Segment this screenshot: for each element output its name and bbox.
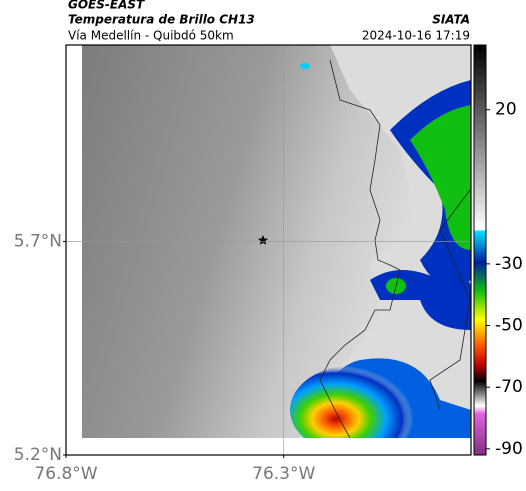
colorbar-tick-label: -50 — [495, 316, 523, 336]
colorbar-tick-label: -90 — [495, 439, 523, 459]
map-frame — [65, 44, 472, 456]
lon-tick-label: 76.8°W — [34, 464, 97, 484]
lon-tick-label: 76.3°W — [252, 464, 315, 484]
datetime: 2024-10-16 17:19 — [362, 29, 470, 43]
colorbar — [473, 44, 487, 456]
colorbar-tick-label: -30 — [495, 254, 523, 274]
satellite-image — [82, 45, 471, 438]
source: GOES-EAST — [68, 0, 145, 12]
region: Vía Medellín - Quibdó 50km — [68, 29, 234, 43]
boundaries — [319, 59, 471, 439]
product: Temperatura de Brillo CH13 — [68, 13, 255, 27]
lat-tick-label: 5.7°N — [14, 231, 62, 251]
location-marker — [257, 235, 269, 245]
colorbar-tick-label: 20 — [495, 100, 517, 120]
colorbar-tick-label: -70 — [495, 377, 523, 397]
lat-tick-label: 5.2°N — [14, 445, 62, 465]
agency: SIATA — [432, 13, 470, 27]
